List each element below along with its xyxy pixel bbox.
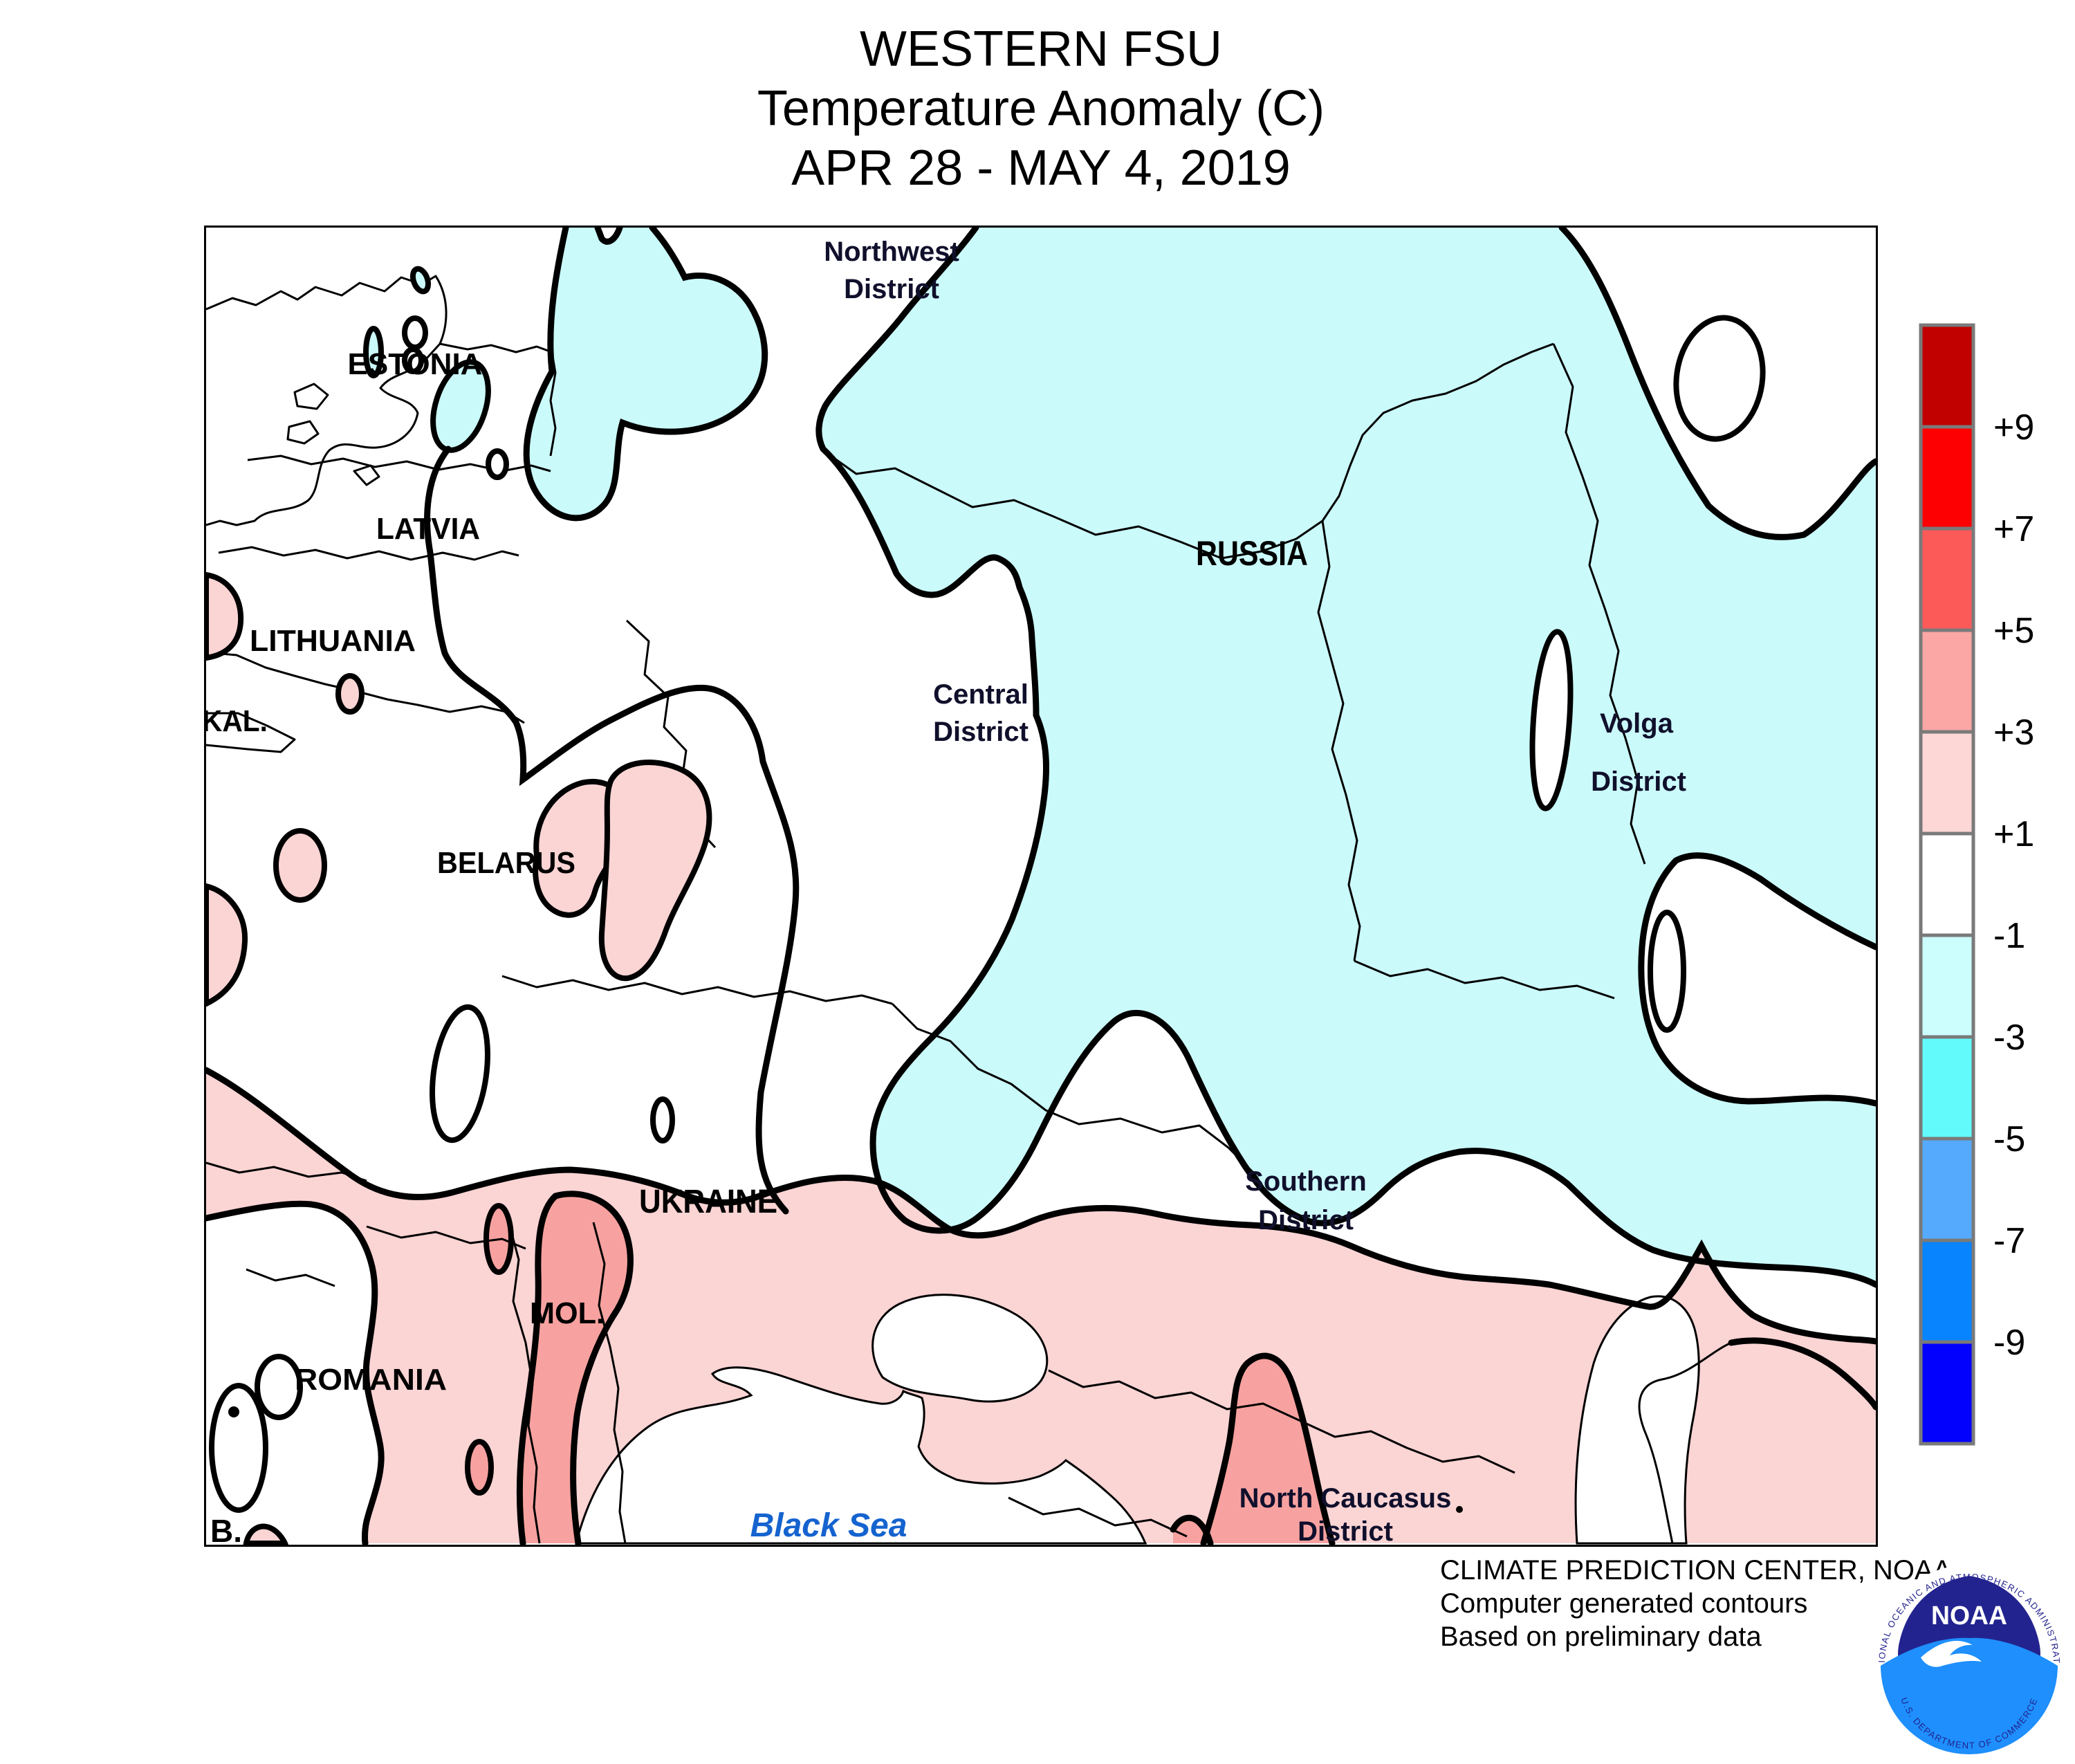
warm-region-southeast: [1639, 1340, 1876, 1543]
label-volga-district-1: Volga: [1600, 708, 1674, 739]
label-north-caucasus-district-2: District: [1298, 1516, 1393, 1545]
cold-region-main: [818, 228, 1876, 1285]
label-north-caucasus-district-1: North Caucasus: [1239, 1483, 1452, 1514]
map-title: WESTERN FSU Temperature Anomaly (C) APR …: [349, 19, 1733, 198]
label-russia: RUSSIA: [1196, 534, 1308, 573]
color-scale-legend: +9 +7 +5 +3 +1 -1 -3 -5 -7 -9: [1919, 323, 2034, 1446]
noaa-logo: NOAA NATIONAL OCEANIC AND ATMOSPHERIC AD…: [1869, 1561, 2064, 1754]
label-kaliningrad: KAL.: [206, 704, 268, 738]
label-bulgaria: B.: [210, 1513, 242, 1545]
cold-region-baltic-patch: [526, 228, 765, 518]
map-canvas: ESTONIA LATVIA LITHUANIA KAL. BELARUS RU…: [206, 228, 1876, 1545]
warm2-caucasus-small: [1173, 1518, 1210, 1543]
svg-text:+3: +3: [1993, 713, 2034, 753]
closed-contour-rings: [209, 266, 1766, 1513]
svg-text:+5: +5: [1993, 611, 2034, 651]
title-line-variable: Temperature Anomaly (C): [757, 81, 1325, 136]
city-dot: [1456, 1506, 1463, 1513]
svg-text:+9: +9: [1993, 407, 2034, 448]
noaa-gull-icon: [1921, 1641, 1982, 1667]
label-central-district-2: District: [933, 717, 1029, 747]
svg-text:+7: +7: [1993, 509, 2034, 549]
legend-tick-labels: +9 +7 +5 +3 +1 -1 -3 -5 -7 -9: [1993, 407, 2034, 1363]
svg-text:-7: -7: [1993, 1221, 2025, 1261]
svg-text:-1: -1: [1993, 916, 2025, 956]
label-moldova: MOL.: [530, 1296, 605, 1330]
warm-region-south: [206, 1070, 1876, 1543]
caspian-sea-shape: [1574, 1295, 1700, 1545]
label-black-sea: Black Sea: [750, 1507, 907, 1544]
noaa-ocean-shape: [1881, 1637, 2058, 1754]
noaa-acronym: NOAA: [1931, 1601, 2007, 1630]
map-labels: ESTONIA LATVIA LITHUANIA KAL. BELARUS RU…: [206, 237, 1686, 1545]
credits-line-3: Based on preliminary data: [1440, 1621, 1762, 1652]
label-southern-district-1: Southern: [1245, 1166, 1367, 1197]
title-line-dates: APR 28 - MAY 4, 2019: [791, 140, 1291, 196]
label-estonia: ESTONIA: [348, 347, 483, 381]
credits-line-1: CLIMATE PREDICTION CENTER, NOAA: [1440, 1555, 1952, 1586]
black-sea-shape: [575, 1366, 1147, 1545]
legend-boxes: [1919, 323, 1975, 1446]
label-northwest-district-1: Northwest: [824, 237, 959, 267]
label-latvia: LATVIA: [376, 512, 480, 546]
label-southern-district-2: District: [1258, 1205, 1354, 1235]
title-line-region: WESTERN FSU: [859, 21, 1222, 77]
svg-text:-5: -5: [1993, 1119, 2025, 1159]
label-volga-district-2: District: [1591, 766, 1686, 797]
label-central-district-1: Central: [933, 679, 1029, 710]
label-belarus: BELARUS: [437, 846, 575, 880]
thick-contours: [206, 228, 1876, 1545]
svg-text:-9: -9: [1993, 1323, 2025, 1363]
azov-sea-shape: [872, 1294, 1049, 1403]
credits-line-2: Computer generated contours: [1440, 1588, 1808, 1619]
svg-text:-3: -3: [1993, 1018, 2025, 1058]
label-northwest-district-2: District: [844, 274, 939, 304]
anomaly-map: ESTONIA LATVIA LITHUANIA KAL. BELARUS RU…: [204, 226, 1878, 1547]
credits-block: CLIMATE PREDICTION CENTER, NOAA Computer…: [1440, 1554, 1951, 1653]
svg-text:+1: +1: [1993, 814, 2034, 854]
warm1-small-patches: [206, 571, 712, 1545]
label-romania: ROMANIA: [295, 1363, 447, 1397]
label-lithuania: LITHUANIA: [250, 624, 416, 658]
warm2-ukraine-oval: [465, 1439, 494, 1496]
label-ukraine: UKRAINE: [639, 1184, 777, 1220]
